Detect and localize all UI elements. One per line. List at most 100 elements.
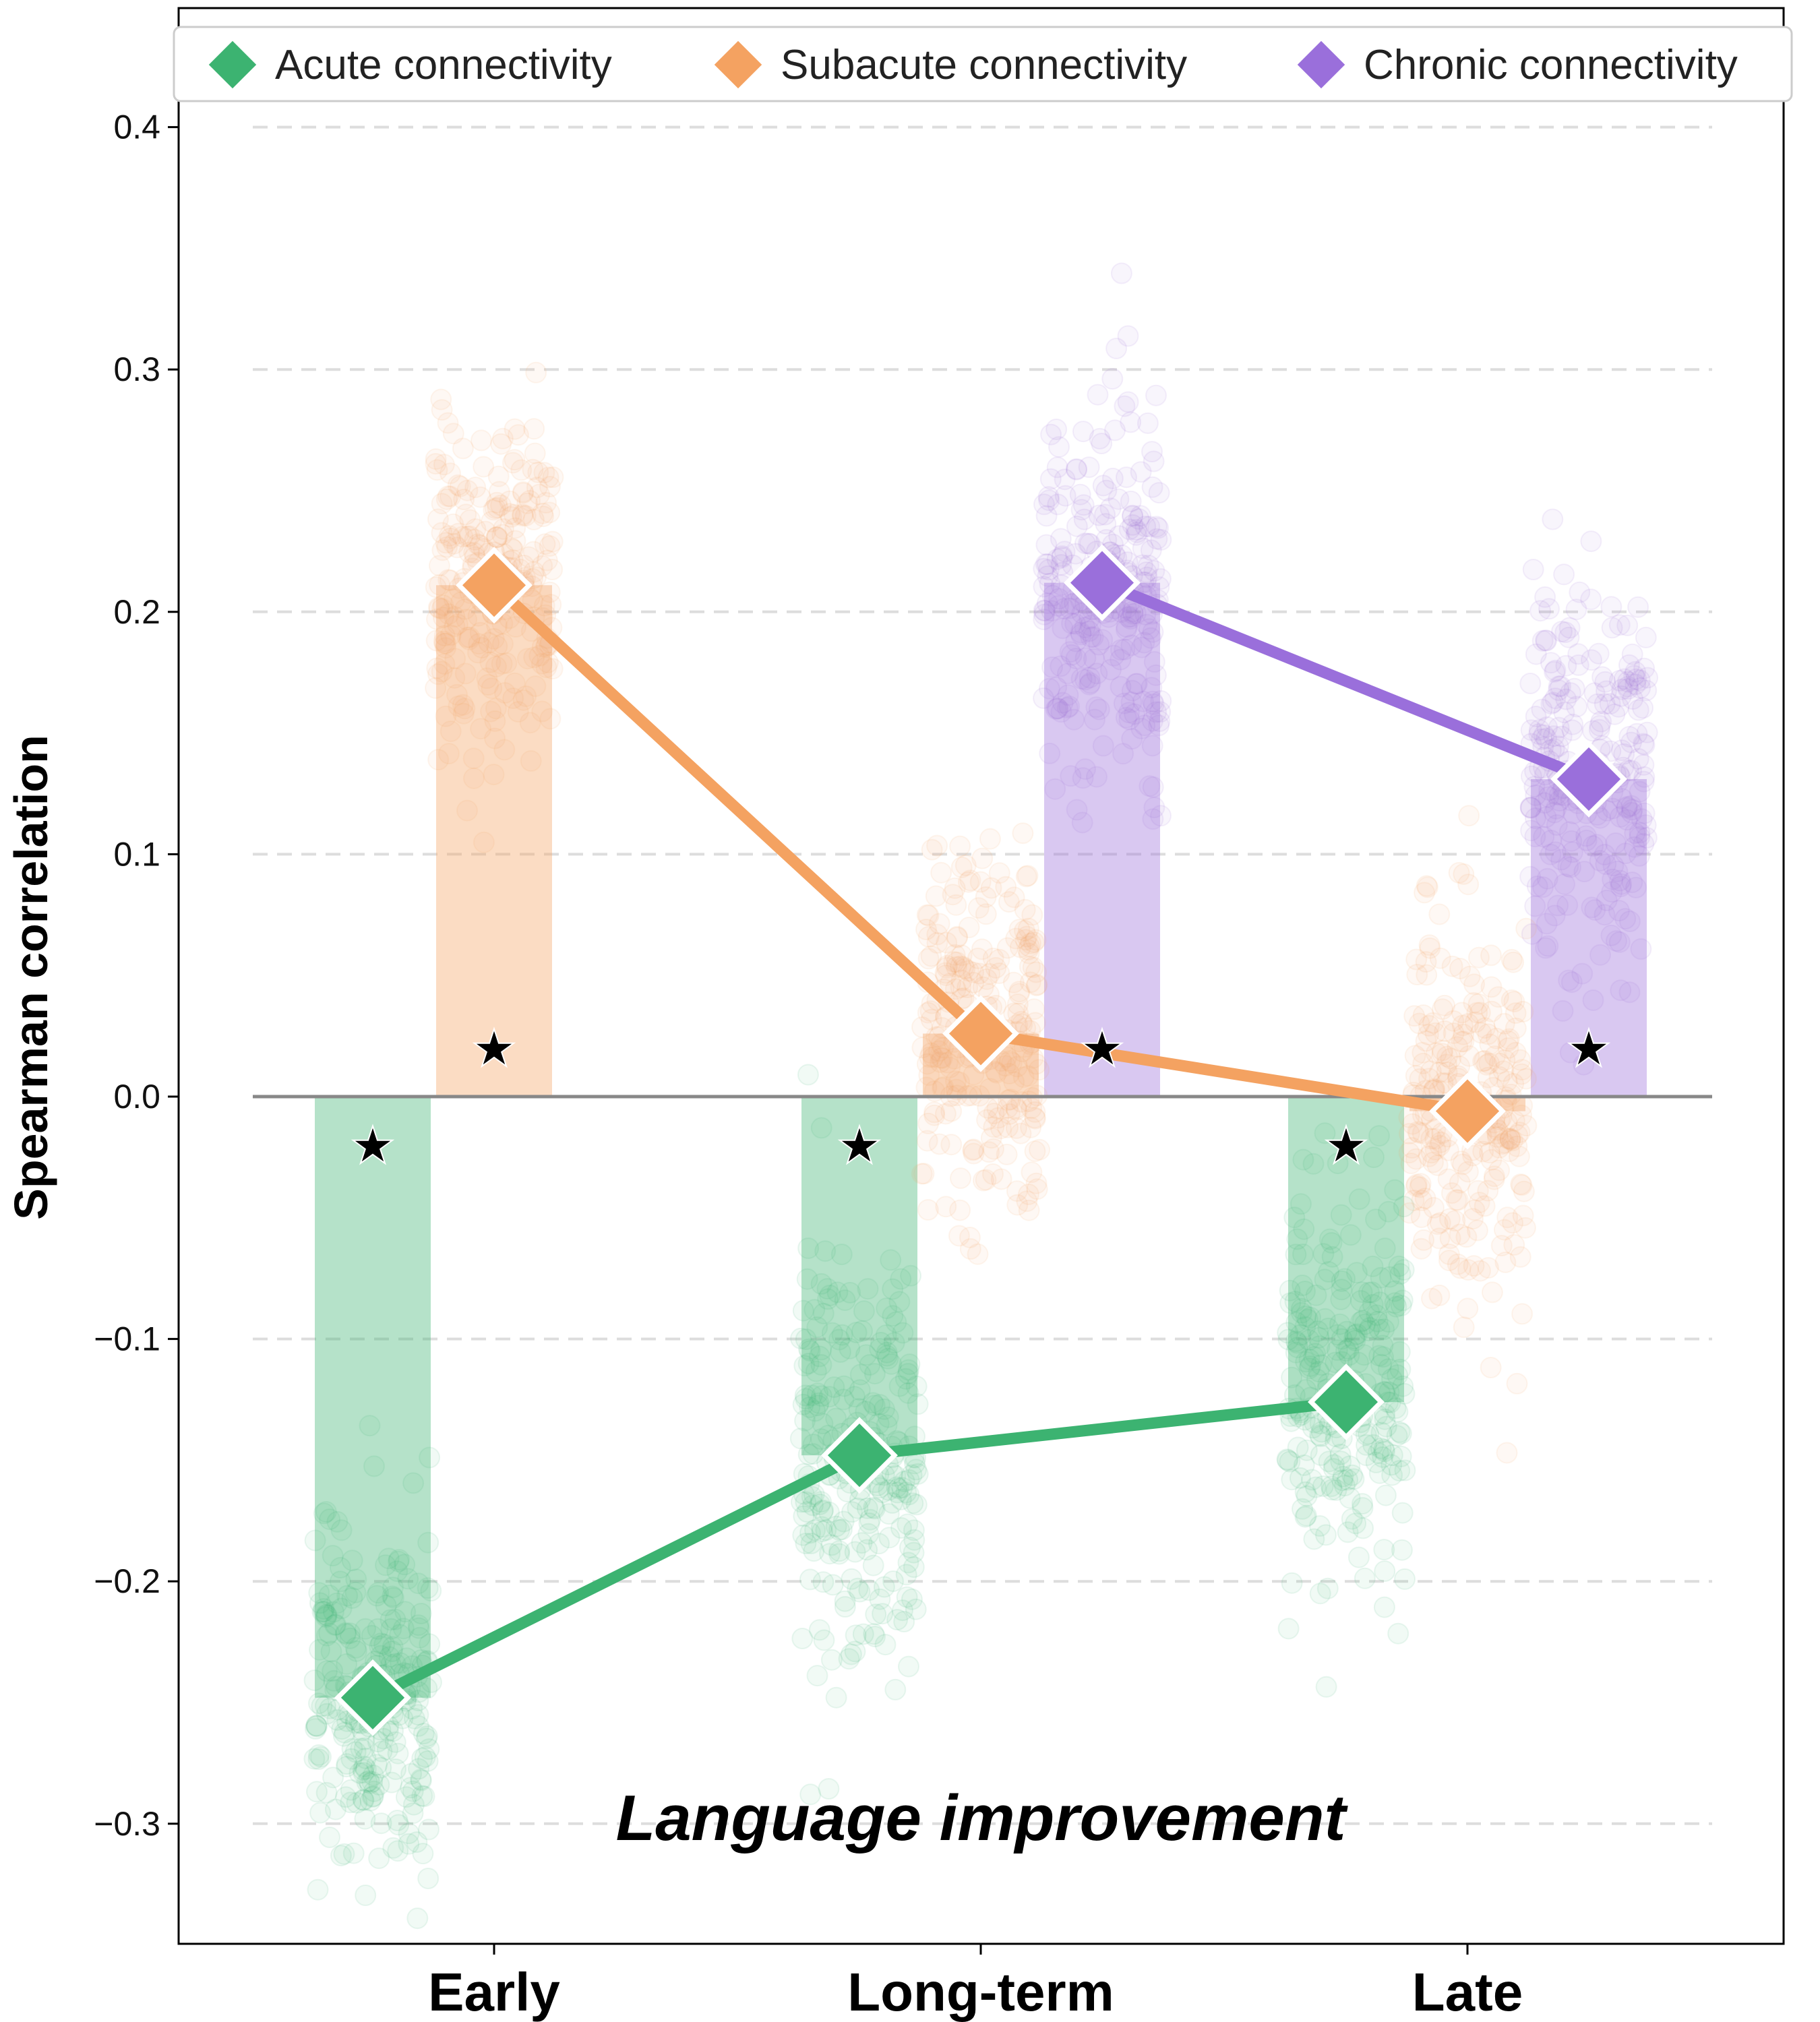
bootstrap-point xyxy=(495,652,518,674)
bootstrap-point xyxy=(336,1710,358,1732)
bootstrap-point xyxy=(303,1748,326,1770)
bootstrap-point xyxy=(806,1665,828,1687)
bootstrap-point xyxy=(926,931,948,954)
bootstrap-point xyxy=(444,606,466,628)
bootstrap-point xyxy=(988,1107,1010,1129)
bootstrap-point xyxy=(1000,1089,1021,1111)
bootstrap-point xyxy=(387,1840,409,1862)
bootstrap-point xyxy=(1002,971,1025,993)
bootstrap-point xyxy=(903,1519,925,1541)
bootstrap-point xyxy=(1286,1332,1308,1354)
bootstrap-point xyxy=(499,490,521,512)
bootstrap-point xyxy=(1339,1224,1362,1246)
bootstrap-point xyxy=(1019,971,1041,993)
bootstrap-point xyxy=(541,658,564,680)
bootstrap-point xyxy=(362,1785,384,1807)
bootstrap-point xyxy=(1025,1172,1048,1194)
bootstrap-point xyxy=(1368,1462,1391,1484)
bootstrap-point xyxy=(1337,1338,1360,1360)
bootstrap-point xyxy=(1352,1497,1374,1519)
bootstrap-point xyxy=(484,497,506,520)
bootstrap-point xyxy=(968,962,990,985)
bootstrap-point xyxy=(1462,1208,1484,1230)
bootstrap-point xyxy=(1348,1188,1370,1211)
bootstrap-point xyxy=(344,1581,367,1603)
bootstrap-point xyxy=(1148,714,1170,737)
bootstrap-point xyxy=(818,1778,840,1800)
bootstrap-point xyxy=(533,462,555,484)
bootstrap-point xyxy=(795,1491,817,1513)
bootstrap-point xyxy=(943,1047,965,1070)
bootstrap-point xyxy=(326,1592,348,1614)
bootstrap-point xyxy=(359,1415,381,1437)
bootstrap-point xyxy=(930,1033,952,1055)
bootstrap-point xyxy=(1141,735,1163,757)
bootstrap-point xyxy=(519,489,541,512)
bootstrap-point xyxy=(1321,1232,1343,1254)
bootstrap-point xyxy=(817,1288,839,1310)
bootstrap-point xyxy=(979,1078,1001,1100)
bootstrap-point xyxy=(464,518,487,540)
bootstrap-point xyxy=(1372,1346,1394,1368)
bootstrap-point xyxy=(1498,1140,1520,1163)
bootstrap-point xyxy=(503,503,525,526)
bootstrap-point xyxy=(1486,1027,1507,1049)
bootstrap-point xyxy=(537,466,559,489)
bootstrap-point xyxy=(1354,1313,1376,1335)
bootstrap-point xyxy=(1390,1445,1412,1467)
bootstrap-point xyxy=(862,1392,884,1414)
bootstrap-point xyxy=(1120,691,1143,713)
bootstrap-point xyxy=(433,632,456,654)
bootstrap-point xyxy=(996,1143,1018,1165)
bootstrap-point xyxy=(1024,1107,1046,1129)
bootstrap-point xyxy=(1050,655,1072,677)
bootstrap-point xyxy=(1447,1189,1469,1211)
bootstrap-point xyxy=(869,1394,890,1416)
bootstrap-point xyxy=(1513,1180,1535,1202)
bootstrap-point xyxy=(411,1785,433,1807)
significance-star: ★ xyxy=(1082,1022,1123,1076)
bootstrap-point xyxy=(1333,1475,1356,1497)
bootstrap-point xyxy=(504,672,526,694)
bootstrap-point xyxy=(833,1375,855,1397)
bootstrap-point xyxy=(363,1780,385,1802)
bootstrap-point xyxy=(1047,493,1069,516)
bootstrap-point xyxy=(998,891,1020,913)
bootstrap-point xyxy=(845,1322,868,1343)
bootstrap-point xyxy=(996,1046,1018,1068)
legend-label: Subacute connectivity xyxy=(781,42,1187,88)
bootstrap-point xyxy=(502,687,524,709)
bootstrap-point xyxy=(367,1618,389,1640)
bootstrap-point xyxy=(435,532,457,554)
bootstrap-point xyxy=(944,978,967,1000)
bootstrap-point xyxy=(542,466,564,488)
bootstrap-point xyxy=(812,1499,835,1521)
bootstrap-point xyxy=(352,1789,374,1811)
bootstrap-point xyxy=(1378,1381,1400,1403)
bootstrap-point xyxy=(1429,947,1451,969)
significance-star: ★ xyxy=(474,1022,515,1076)
bootstrap-point xyxy=(795,1328,817,1350)
bootstrap-point xyxy=(1587,693,1609,715)
bootstrap-point xyxy=(353,1728,375,1750)
bootstrap-point xyxy=(443,588,465,610)
bootstrap-point xyxy=(315,1603,337,1626)
bootstrap-point xyxy=(1358,1423,1380,1445)
bootstrap-point xyxy=(377,1720,399,1742)
bootstrap-point xyxy=(1101,368,1124,390)
bootstrap-point xyxy=(322,1545,344,1567)
bootstrap-point xyxy=(1351,1281,1373,1304)
bootstrap-point xyxy=(486,635,508,657)
bootstrap-point xyxy=(946,927,968,948)
bootstrap-point xyxy=(873,1398,895,1420)
bootstrap-point xyxy=(1277,1322,1299,1344)
bootstrap-point xyxy=(367,1582,390,1604)
bootstrap-point xyxy=(413,1785,435,1808)
bootstrap-point xyxy=(1424,1128,1447,1150)
bootstrap-point xyxy=(1355,1423,1377,1446)
bootstrap-point xyxy=(815,1519,837,1541)
bootstrap-point xyxy=(329,1570,351,1593)
bootstrap-point xyxy=(1073,508,1095,530)
bootstrap-point xyxy=(1447,1036,1469,1058)
bootstrap-point xyxy=(872,1603,894,1625)
